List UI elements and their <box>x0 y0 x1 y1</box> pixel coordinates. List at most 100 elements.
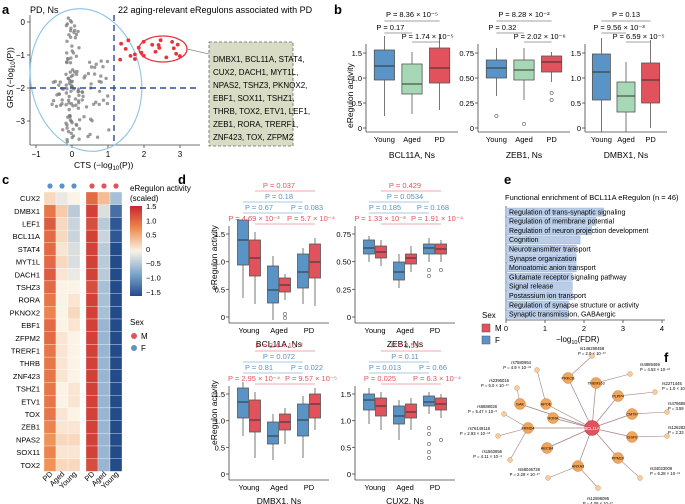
snp-node <box>514 385 520 391</box>
network-edge-snp <box>536 369 547 405</box>
p-value-row4a: P = 1.33 × 10⁻³ <box>354 214 406 223</box>
heatmap-cell <box>43 420 57 434</box>
box <box>297 253 309 289</box>
snp-p-label: P = 4.08 × 10⁻¹⁰ <box>583 501 614 504</box>
panel-d-y-label-bottom: eRegulon activity <box>209 380 219 445</box>
grey-point <box>64 83 69 87</box>
grey-point <box>68 118 73 122</box>
sex-indicator-dot <box>47 183 53 189</box>
grey-point <box>54 104 59 109</box>
heatmap-cell <box>85 407 99 421</box>
grey-point <box>77 127 82 131</box>
heatmap-cell <box>55 356 69 370</box>
panel-label-d: d <box>178 172 186 187</box>
network-edge-snp <box>509 427 529 461</box>
y-tick-label: 0 <box>221 470 225 479</box>
heatmap-cell <box>109 280 123 294</box>
panel-c-sex-title: Sex <box>130 318 144 327</box>
heatmap-cell <box>85 445 99 459</box>
snp-id-label: rs6888028 <box>477 404 497 409</box>
panel-a-x-ticks: −1 0 1 2 3 <box>31 145 183 159</box>
gene-node-label: FRMD4 <box>521 427 534 431</box>
heatmap-cell <box>97 420 111 434</box>
group-label: PD <box>546 135 557 144</box>
heatmap-cell <box>55 268 69 282</box>
heatmap-cell <box>55 293 69 307</box>
y-tick-label: 0 <box>358 124 362 133</box>
y-tick-label: 1.0 <box>352 74 362 83</box>
p-value-right: P = 2.02 × 10⁻⁶ <box>514 32 566 41</box>
box <box>309 243 321 279</box>
colorbar-tick-label: −1.5 <box>146 288 161 297</box>
heatmap-cell <box>67 268 81 282</box>
heatmap-cell <box>43 268 57 282</box>
heatmap-cell <box>109 407 123 421</box>
grey-point <box>50 102 54 107</box>
panel-c-colorbar-ticks: 1.5 1.0 0.5 0 −0.5 −1.0 −1.5 <box>146 202 161 297</box>
y-tick-label: 0 <box>347 470 351 479</box>
gene-node-label: ANXA3 <box>572 465 584 469</box>
panel-d: d eRegulon activity eRegulon activity 00… <box>178 172 502 504</box>
panel-c-legend-title-2: (scaled) <box>130 194 159 203</box>
gene-node-label: RORA <box>548 417 559 421</box>
p-value-row3b: P = 0.022 <box>291 363 323 372</box>
y-tick-label: 0.5 <box>571 99 581 108</box>
heatmap-row-label: RORA <box>18 296 40 305</box>
grey-point <box>75 69 79 74</box>
red-point <box>119 41 123 46</box>
heatmap-cell <box>109 369 123 383</box>
heatmap-cell <box>85 306 99 320</box>
p-value-row2: P = 0.072 <box>263 352 295 361</box>
heatmap-cell <box>109 344 123 358</box>
heatmap-cell <box>55 395 69 409</box>
heatmap-cell <box>55 445 69 459</box>
heatmap-cell <box>85 433 99 447</box>
box <box>363 393 375 411</box>
box <box>249 399 261 433</box>
grey-point <box>67 101 71 105</box>
p-value-row4a: P = 0.025 <box>364 374 396 383</box>
heatmap-row-label: NPAS2 <box>16 435 40 444</box>
heatmap-cell <box>97 204 111 218</box>
snp-id-label: rs7580954 <box>511 360 531 365</box>
network-edge <box>546 427 593 449</box>
red-point <box>150 42 155 47</box>
group-label: PD <box>430 326 441 335</box>
grey-point <box>68 35 73 39</box>
network-edge-snp <box>617 391 656 397</box>
red-point <box>153 49 158 54</box>
x-tick-label: 4 <box>660 324 664 333</box>
gene-node <box>626 408 638 420</box>
heatmap-cell <box>85 293 99 307</box>
enrichment-bar <box>505 244 577 254</box>
snp-id-label: rs12596095 <box>587 496 610 501</box>
grey-point <box>73 28 77 33</box>
enrichment-term-label: Glutamate receptor signaling pathway <box>509 274 627 281</box>
heatmap-cell <box>109 191 123 205</box>
red-point <box>175 42 180 47</box>
heatmap-cell <box>67 331 81 345</box>
grey-point <box>84 105 89 109</box>
boxplot-title: ZEB1, Ns <box>506 150 542 160</box>
grey-point <box>71 51 76 55</box>
p-value-row3b: P = 0.66 <box>419 363 447 372</box>
grey-point <box>92 72 97 76</box>
snp-node <box>664 409 670 415</box>
snp-node <box>637 475 643 481</box>
box <box>393 405 405 425</box>
heatmap-cell <box>97 395 111 409</box>
grey-point <box>69 56 73 60</box>
heatmap-cell <box>97 331 111 345</box>
grey-point <box>77 137 81 141</box>
heatmap-cell <box>55 318 69 332</box>
y-tick-label: 0.75 <box>336 230 351 239</box>
gene-node <box>626 431 638 443</box>
heatmap-row-label: TOX2 <box>21 461 40 470</box>
group-label: Young <box>365 326 386 335</box>
snp-p-label: P = 4.11 × 10⁻⁸ <box>473 454 502 459</box>
p-value-row2: P = 0.0534 <box>387 192 423 201</box>
panel-a-x-label: CTS (−log10(P)) <box>74 160 134 172</box>
panel-c-heatmap: CUX2 DMBX1 LEF1 BCL11A STAT4 MYT1L DACH1 TSHZ3 R… <box>10 183 123 491</box>
heatmap-cell <box>85 331 99 345</box>
y-tick-label: 1.5 <box>215 230 225 239</box>
